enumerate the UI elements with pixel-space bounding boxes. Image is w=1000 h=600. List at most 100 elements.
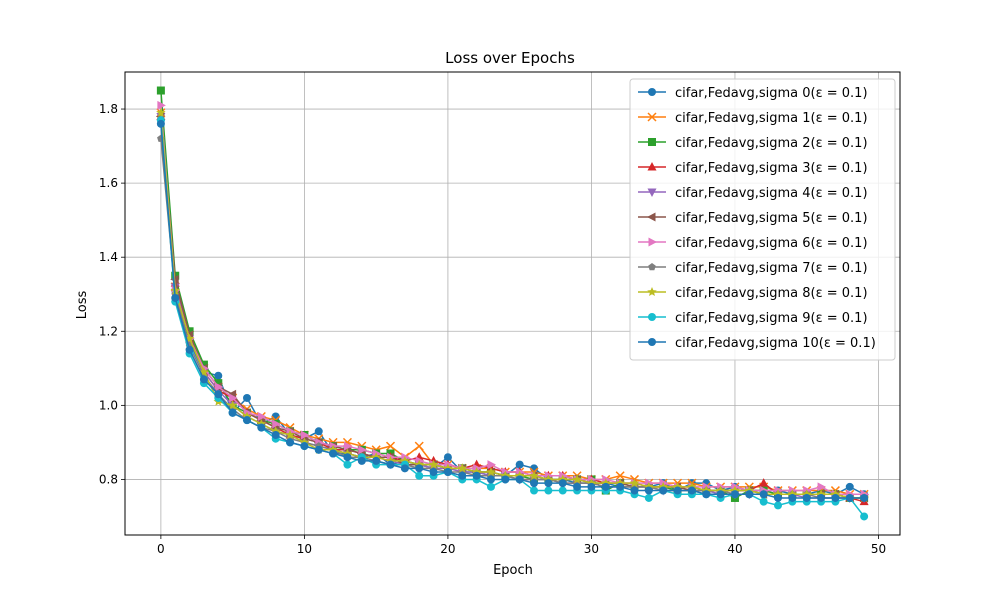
axes-frame — [124, 71, 901, 536]
legend-label: cifar,Fedavg,sigma 8(ε = 0.1) — [675, 286, 868, 301]
series-layer — [155, 86, 870, 521]
data-point — [616, 482, 625, 491]
legend-marker — [648, 338, 656, 346]
data-point — [702, 490, 711, 499]
data-point — [285, 429, 295, 440]
legend-label: cifar,Fedavg,sigma 2(ε = 0.1) — [675, 136, 868, 151]
data-point — [644, 486, 653, 495]
legend-marker — [647, 162, 657, 171]
data-point — [802, 493, 811, 502]
legend-entry: cifar,Fedavg,sigma 2(ε = 0.1) — [638, 136, 868, 151]
data-point — [257, 423, 266, 432]
data-point — [343, 453, 352, 462]
data-point — [429, 468, 438, 477]
legend-entry: cifar,Fedavg,sigma 8(ε = 0.1) — [638, 286, 868, 301]
legend-label: cifar,Fedavg,sigma 1(ε = 0.1) — [675, 111, 868, 126]
data-point — [515, 460, 524, 469]
data-point — [199, 360, 208, 369]
data-point — [156, 119, 165, 128]
x-tick-label: 10 — [297, 542, 312, 556]
legend-entry: cifar,Fedavg,sigma 6(ε = 0.1) — [638, 236, 868, 251]
data-point — [558, 479, 567, 488]
legend-box — [629, 78, 896, 361]
data-point — [272, 419, 281, 429]
data-point — [759, 497, 768, 506]
data-point — [687, 486, 696, 495]
data-point — [214, 379, 223, 388]
legend-marker — [648, 138, 656, 146]
legend-label: cifar,Fedavg,sigma 0(ε = 0.1) — [675, 86, 868, 101]
data-point — [385, 441, 396, 451]
data-point — [845, 482, 854, 491]
data-point — [386, 460, 395, 469]
legend-marker — [648, 313, 656, 321]
legend-entry: cifar,Fedavg,sigma 4(ε = 0.1) — [638, 186, 868, 201]
data-point — [229, 393, 238, 403]
data-point — [629, 478, 640, 488]
data-point — [530, 479, 539, 488]
data-point — [214, 382, 224, 392]
legend-label: cifar,Fedavg,sigma 6(ε = 0.1) — [675, 236, 868, 251]
data-point — [214, 390, 223, 399]
data-point — [486, 467, 496, 477]
axis-ticks: 0 10 20 30 40 50 0.8 1.0 1.2 1.4 1.6 1.8 — [99, 102, 886, 556]
y-axis-label: Loss — [75, 291, 90, 320]
legend-label: cifar,Fedavg,sigma 10(ε = 0.1) — [675, 336, 876, 351]
data-point — [572, 474, 582, 484]
data-point — [242, 393, 251, 402]
data-point — [329, 449, 338, 458]
data-point — [400, 464, 409, 473]
data-point — [472, 471, 481, 480]
legend-marker — [647, 287, 657, 297]
legend-entry: cifar,Fedavg,sigma 7(ε = 0.1) — [638, 261, 868, 276]
y-tick-label: 1.6 — [99, 176, 118, 190]
data-point — [530, 486, 539, 495]
x-axis-label: Epoch — [493, 563, 533, 578]
data-point — [357, 456, 366, 465]
data-point — [300, 442, 309, 451]
data-point — [601, 482, 610, 491]
chart-title: Loss over Epochs — [445, 49, 575, 67]
y-tick-label: 1.0 — [99, 398, 118, 412]
x-tick-label: 40 — [727, 542, 742, 556]
data-point — [156, 86, 165, 95]
data-point — [415, 464, 424, 473]
data-point — [486, 482, 495, 491]
data-point — [227, 400, 238, 410]
data-point — [171, 293, 180, 302]
series-10 — [156, 119, 869, 502]
data-point — [759, 478, 769, 487]
data-point — [659, 486, 668, 495]
data-point — [372, 456, 381, 465]
data-point — [428, 459, 439, 469]
data-point — [457, 463, 468, 473]
legend-marker — [648, 88, 656, 96]
data-point — [157, 100, 166, 110]
data-point — [199, 375, 208, 384]
y-tick-label: 1.4 — [99, 250, 118, 264]
data-point — [257, 411, 267, 421]
data-point — [271, 430, 280, 439]
legend-entry: cifar,Fedavg,sigma 0(ε = 0.1) — [638, 86, 868, 101]
data-point — [587, 482, 596, 491]
data-point — [644, 493, 653, 502]
legend-entry: cifar,Fedavg,sigma 1(ε = 0.1) — [638, 111, 868, 126]
data-point — [817, 493, 826, 502]
data-point — [860, 493, 869, 502]
legend-label: cifar,Fedavg,sigma 4(ε = 0.1) — [675, 186, 868, 201]
data-point — [185, 327, 194, 336]
data-point — [414, 441, 424, 451]
legend-entry: cifar,Fedavg,sigma 5(ε = 0.1) — [638, 211, 868, 226]
data-point — [673, 486, 682, 495]
data-point — [745, 490, 754, 499]
data-point — [300, 430, 310, 440]
data-point — [458, 471, 467, 480]
legend-marker — [648, 263, 656, 271]
data-point — [615, 471, 625, 481]
data-point — [156, 107, 166, 117]
data-point — [314, 427, 323, 436]
data-point — [487, 460, 496, 470]
data-point — [443, 453, 452, 462]
legend-marker — [647, 212, 656, 222]
